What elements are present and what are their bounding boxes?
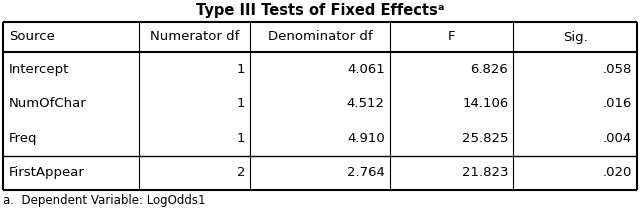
Text: 2.764: 2.764 (347, 166, 385, 179)
Text: 14.106: 14.106 (462, 97, 508, 110)
Text: 4.910: 4.910 (347, 132, 385, 145)
Text: .004: .004 (603, 132, 632, 145)
Text: 4.512: 4.512 (347, 97, 385, 110)
Text: a.  Dependent Variable: LogOdds1: a. Dependent Variable: LogOdds1 (3, 194, 205, 206)
Text: 4.061: 4.061 (347, 63, 385, 76)
Text: Type III Tests of Fixed Effectsᵃ: Type III Tests of Fixed Effectsᵃ (196, 3, 444, 19)
Text: 25.825: 25.825 (462, 132, 508, 145)
Text: Denominator df: Denominator df (268, 31, 372, 44)
Text: 1: 1 (237, 97, 245, 110)
Text: 1: 1 (237, 63, 245, 76)
Text: 6.826: 6.826 (470, 63, 508, 76)
Text: 2: 2 (237, 166, 245, 179)
Text: 21.823: 21.823 (462, 166, 508, 179)
Text: Numerator df: Numerator df (150, 31, 239, 44)
Text: Intercept: Intercept (9, 63, 69, 76)
Text: NumOfChar: NumOfChar (9, 97, 87, 110)
Text: .020: .020 (603, 166, 632, 179)
Text: Source: Source (9, 31, 55, 44)
Text: .058: .058 (603, 63, 632, 76)
Text: 1: 1 (237, 132, 245, 145)
Text: FirstAppear: FirstAppear (9, 166, 85, 179)
Text: Freq: Freq (9, 132, 38, 145)
Text: Sig.: Sig. (563, 31, 588, 44)
Text: .016: .016 (603, 97, 632, 110)
Text: F: F (448, 31, 455, 44)
